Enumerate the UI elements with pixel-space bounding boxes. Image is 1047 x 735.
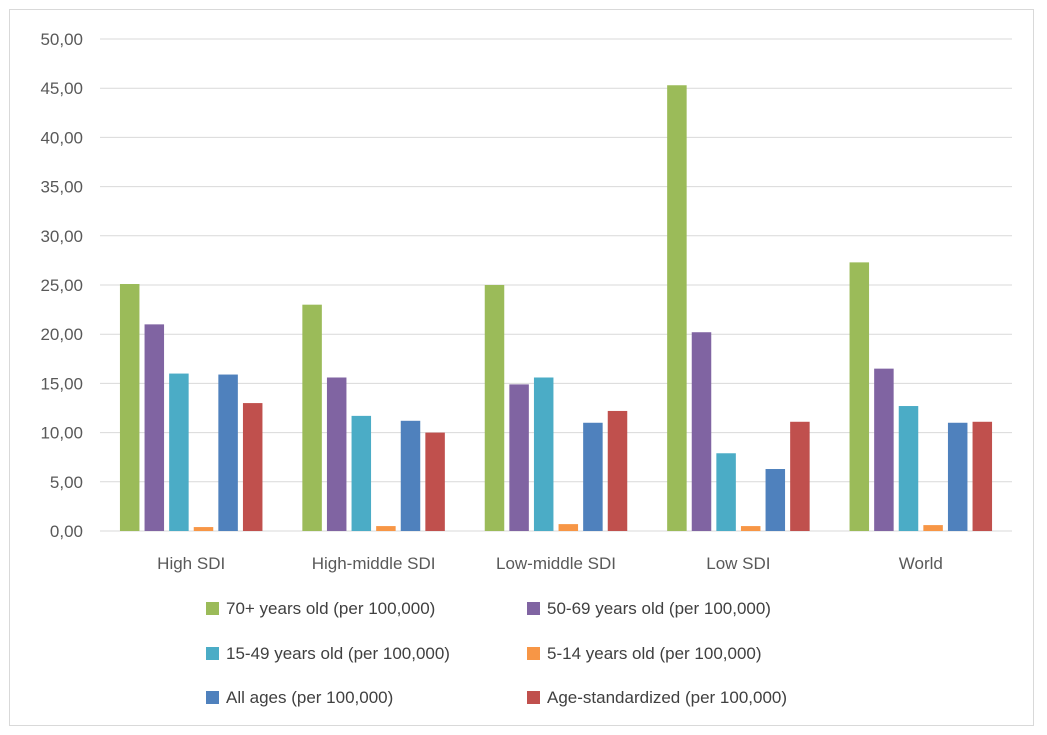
- y-tick-label: 25,00: [40, 276, 83, 295]
- bar: [484, 285, 505, 531]
- bar: [947, 422, 968, 531]
- bar: [874, 368, 894, 531]
- bar: [144, 324, 165, 531]
- y-tick-label: 40,00: [40, 128, 83, 147]
- x-tick-label: Low SDI: [706, 554, 770, 573]
- x-tick-label: High-middle SDI: [312, 554, 436, 573]
- y-tick-label: 45,00: [40, 79, 83, 98]
- legend-swatch: [206, 647, 219, 660]
- legend-item: All ages (per 100,000): [206, 688, 393, 707]
- bar: [740, 526, 761, 531]
- bar: [351, 415, 372, 531]
- bar: [849, 262, 870, 531]
- bars: [119, 85, 993, 532]
- legend-label: 5-14 years old (per 100,000): [547, 644, 762, 663]
- bar: [376, 526, 396, 531]
- legend-swatch: [527, 602, 540, 615]
- bar: [533, 377, 554, 531]
- legend-label: 15-49 years old (per 100,000): [226, 644, 450, 663]
- legend-swatch: [206, 691, 219, 704]
- bar: [667, 85, 687, 532]
- bar: [607, 410, 628, 531]
- bar: [583, 422, 603, 531]
- bar: [326, 377, 347, 531]
- bar: [119, 284, 140, 531]
- legend-swatch: [527, 647, 540, 660]
- legend-swatch: [527, 691, 540, 704]
- legend-label: 70+ years old (per 100,000): [226, 599, 435, 618]
- bar: [765, 469, 786, 531]
- legend-item: 5-14 years old (per 100,000): [527, 644, 762, 663]
- y-tick-label: 35,00: [40, 178, 83, 197]
- y-tick-label: 20,00: [40, 325, 83, 344]
- bar: [425, 432, 445, 531]
- y-tick-label: 5,00: [50, 473, 83, 492]
- x-axis-category-labels: High SDI High-middle SDI Low-middle SDI Low…: [157, 554, 943, 573]
- legend-label: All ages (per 100,000): [226, 688, 393, 707]
- bar: [716, 453, 736, 531]
- legend-item: 70+ years old (per 100,000): [206, 599, 435, 618]
- x-tick-label: High SDI: [157, 554, 225, 573]
- legend-item: Age-standardized (per 100,000): [527, 688, 787, 707]
- bar: [923, 525, 943, 531]
- bar: [193, 527, 214, 531]
- bar: [169, 373, 189, 531]
- bar: [558, 524, 579, 531]
- y-tick-label: 15,00: [40, 374, 83, 393]
- legend-label: 50-69 years old (per 100,000): [547, 599, 771, 618]
- legend: 70+ years old (per 100,000) 50-69 years o…: [206, 599, 787, 707]
- bar: [691, 332, 712, 531]
- y-axis-tick-labels: 0,00 5,00 10,00 15,00 20,00 25,00 30,00 35,00 40…: [40, 30, 83, 541]
- x-tick-label: Low-middle SDI: [496, 554, 616, 573]
- legend-item: 50-69 years old (per 100,000): [527, 599, 771, 618]
- bar: [400, 420, 421, 531]
- legend-item: 15-49 years old (per 100,000): [206, 644, 450, 663]
- y-tick-label: 0,00: [50, 522, 83, 541]
- legend-swatch: [206, 602, 219, 615]
- bar: [242, 403, 263, 531]
- bar: [790, 421, 810, 531]
- bar: [218, 374, 238, 531]
- y-tick-label: 30,00: [40, 227, 83, 246]
- bar: [972, 421, 993, 531]
- legend-label: Age-standardized (per 100,000): [547, 688, 787, 707]
- y-tick-label: 10,00: [40, 424, 83, 443]
- bar: [898, 406, 919, 531]
- bar: [302, 304, 322, 531]
- y-tick-label: 50,00: [40, 30, 83, 49]
- x-tick-label: World: [899, 554, 943, 573]
- bar: [509, 384, 529, 531]
